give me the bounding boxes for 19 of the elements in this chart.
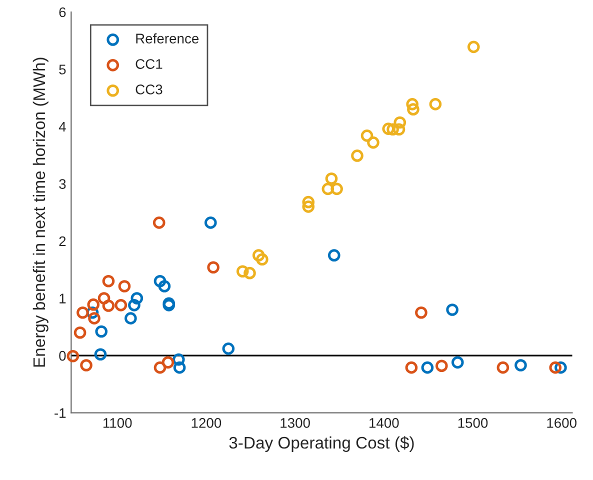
y-tick-label: -1	[54, 408, 66, 418]
x-tick-label: 1100	[103, 418, 132, 428]
y-tick-label: 4	[58, 122, 66, 132]
y-tick-label: 0	[59, 350, 66, 361]
x-axis-title: 3-Day Operating Cost ($)	[229, 436, 414, 452]
x-tick-label: 1600	[547, 418, 576, 428]
legend-label: CC1	[136, 59, 162, 69]
legend-label: CC3	[136, 84, 162, 94]
x-tick-label: 1400	[370, 418, 399, 428]
y-tick-label: 3	[59, 179, 66, 189]
y-tick-label: 1	[60, 294, 66, 304]
y-tick-label: 2	[59, 236, 66, 246]
x-tick-label: 1500	[458, 418, 488, 428]
y-tick-label: 5	[59, 64, 66, 74]
legend-label: Reference	[136, 33, 199, 44]
y-tick-label: 6	[59, 7, 66, 18]
x-tick-label: 1300	[280, 418, 310, 428]
y-axis-title: Energy benefit in next time horizon (MWh)	[32, 58, 48, 367]
x-tick-label: 1200	[192, 418, 222, 428]
